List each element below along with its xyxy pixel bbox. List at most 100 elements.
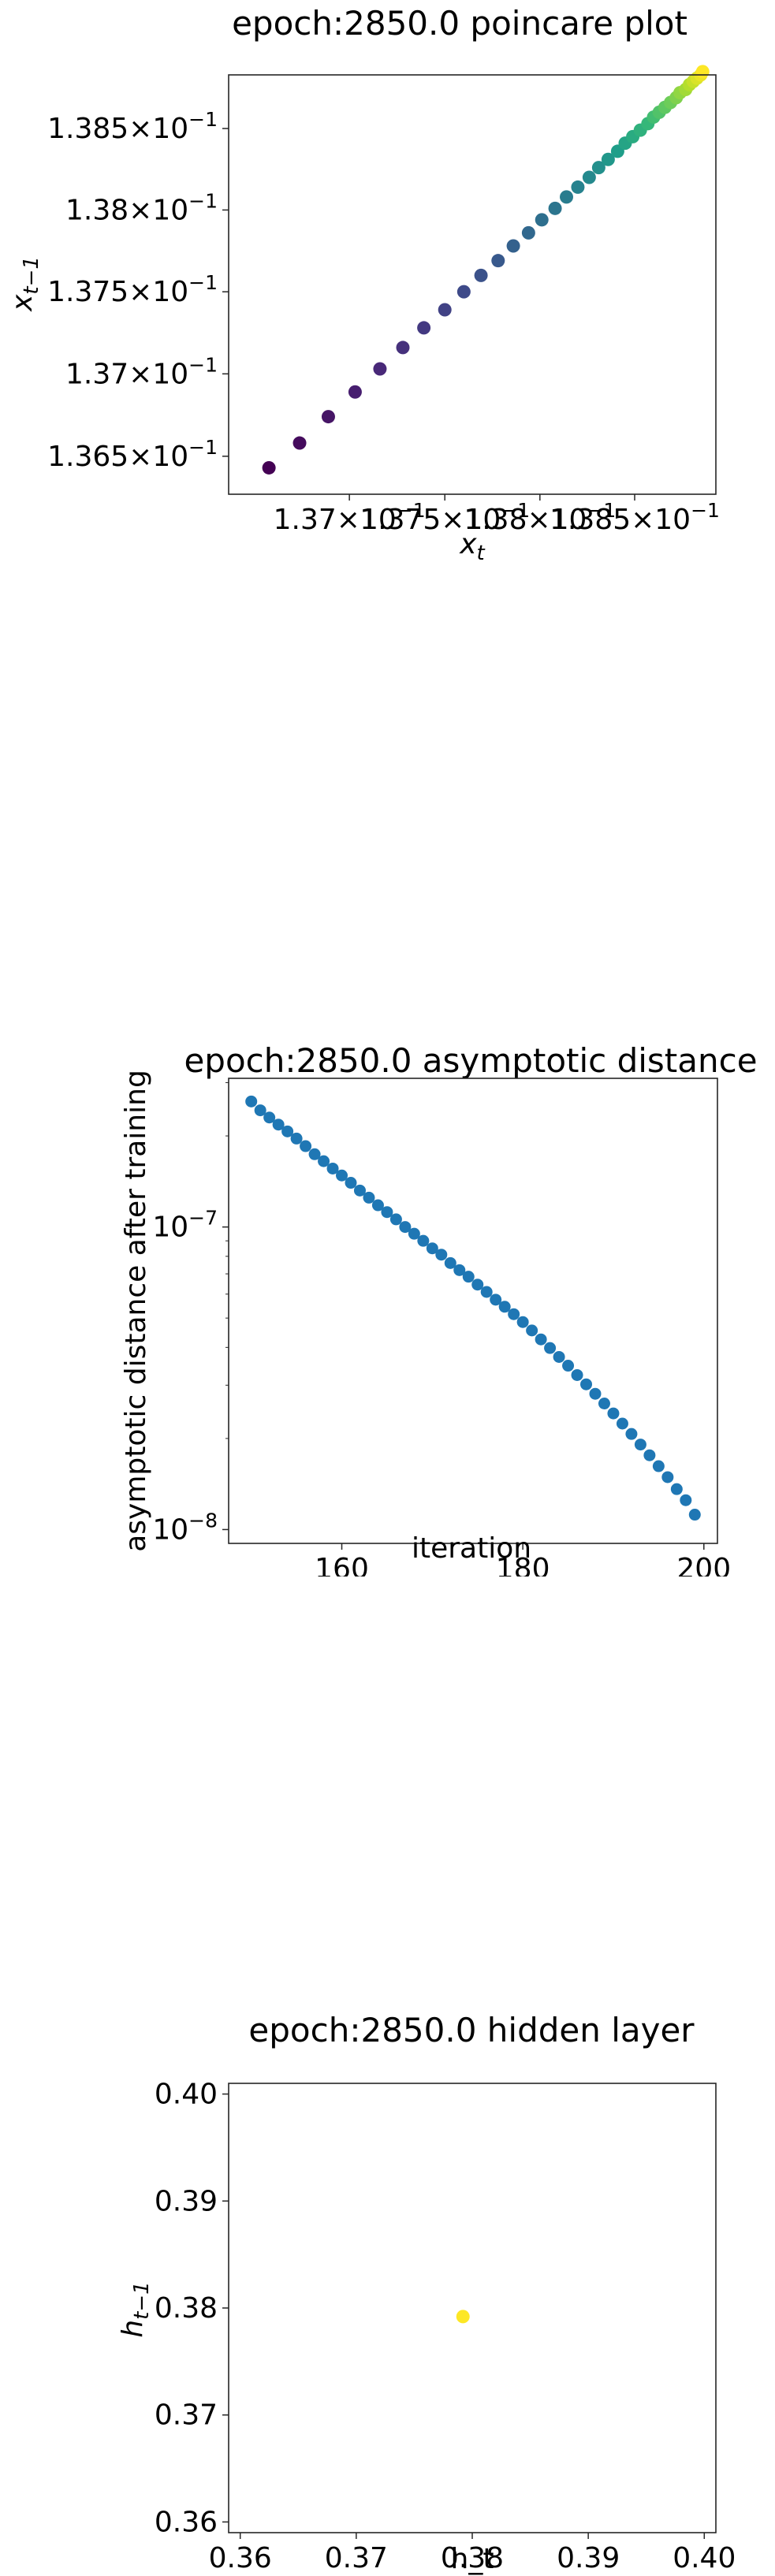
poincare-ylabel: xt−1	[6, 256, 43, 312]
distance-point	[426, 1242, 438, 1255]
hidden-x-tick-label: 0.36	[209, 2542, 272, 2574]
distance-point	[544, 1342, 557, 1354]
hidden-layer-chart: epoch:2850.0 hidden layer 0.36 0.37 0.38 0.…	[0, 2002, 775, 2576]
distance-point	[643, 1449, 656, 1461]
distance-point	[453, 1264, 466, 1276]
poincare-point	[591, 161, 605, 175]
hidden-layer-xlabel: h_t	[451, 2543, 494, 2575]
distance-point	[634, 1439, 646, 1451]
poincare-point	[396, 341, 410, 355]
distance-point	[526, 1324, 538, 1337]
distance-point	[281, 1125, 294, 1137]
distance-point	[680, 1494, 692, 1506]
hidden-layer-plot-frame	[228, 2083, 717, 2533]
distance-point	[381, 1206, 393, 1219]
distance-point	[326, 1162, 339, 1174]
distance-point	[490, 1294, 502, 1306]
asymptotic-title: epoch:2850.0 asymptotic distance	[184, 1041, 757, 1080]
poincare-title: epoch:2850.0 poincare plot	[232, 4, 687, 43]
hidden-y-tick-label: 0.40	[155, 2079, 218, 2111]
poincare-point	[695, 65, 710, 79]
distance-point	[571, 1368, 583, 1381]
distance-point	[290, 1132, 303, 1145]
distance-point	[263, 1111, 276, 1124]
distance-point	[598, 1398, 610, 1410]
hidden-x-tick-label: 0.39	[557, 2542, 620, 2574]
distance-point	[435, 1249, 448, 1261]
distance-point	[553, 1350, 565, 1363]
distance-point	[471, 1279, 484, 1291]
poincare-svg: epoch:2850.0 poincare plot 1.37×10−11.37…	[6, 4, 720, 565]
poincare-x-tick-label: 1.37×10−1	[274, 499, 426, 536]
poincare-point	[521, 225, 535, 240]
distance-point	[371, 1199, 384, 1212]
poincare-y-tick-label: 1.385×10−1	[47, 108, 218, 145]
poincare-point	[548, 201, 562, 215]
hidden-y-tick-label: 0.38	[155, 2292, 218, 2325]
distance-point	[300, 1140, 312, 1152]
asymptotic-distance-chart: epoch:2850.0 asymptotic distance 160 180 2…	[0, 1040, 775, 1576]
poincare-point	[582, 170, 596, 184]
distance-point	[589, 1387, 602, 1400]
distance-x-tick-label: 160	[315, 1553, 369, 1576]
poincare-point	[506, 239, 520, 253]
poincare-point	[417, 321, 431, 335]
distance-point	[535, 1333, 547, 1346]
distance-point	[562, 1360, 575, 1372]
poincare-point	[571, 180, 585, 194]
distance-point	[444, 1256, 456, 1269]
distance-point	[272, 1119, 285, 1131]
poincare-x-tick-label: 1.38×10−1	[464, 499, 616, 536]
distance-point	[408, 1227, 420, 1240]
distance-point	[508, 1308, 520, 1320]
distance-point	[661, 1471, 674, 1483]
poincare-y-tick-label: 1.375×10−1	[47, 271, 218, 308]
distance-y-tick-label: 10−7	[152, 1207, 218, 1244]
hidden-x-tick-label: 0.38	[441, 2542, 504, 2574]
distance-point	[318, 1155, 330, 1167]
poincare-y-tick-label: 1.37×10−1	[65, 353, 218, 390]
hidden-x-tick-label: 0.40	[673, 2542, 736, 2574]
distance-point	[254, 1104, 266, 1117]
hidden-y-tick-label: 0.39	[155, 2185, 218, 2217]
asymptotic-xlabel: iteration	[412, 1532, 531, 1565]
distance-point	[336, 1169, 348, 1182]
distance-x-tick-label: 200	[676, 1553, 731, 1576]
distance-point	[480, 1286, 493, 1298]
poincare-x-tick-label: 1.375×10−1	[360, 499, 530, 536]
poincare-point	[560, 190, 574, 204]
distance-y-tick-label: 10−8	[152, 1509, 218, 1546]
poincare-y-tick-label: 1.365×10−1	[47, 436, 218, 473]
distance-point	[688, 1509, 701, 1521]
poincare-y-tick-label: 1.38×10−1	[65, 189, 218, 226]
distance-point	[399, 1221, 412, 1234]
distance-point	[345, 1177, 357, 1189]
poincare-point	[262, 460, 276, 475]
poincare-point	[321, 410, 335, 424]
distance-point	[498, 1301, 511, 1313]
distance-x-tick-label: 180	[496, 1553, 550, 1576]
poincare-point	[373, 362, 387, 376]
asymptotic-svg: epoch:2850.0 asymptotic distance 160 180 2…	[120, 1041, 758, 1576]
poincare-point	[438, 303, 452, 317]
poincare-point	[535, 213, 549, 227]
hidden-layer-point	[456, 2310, 470, 2324]
poincare-point	[292, 436, 307, 450]
distance-point	[353, 1184, 366, 1197]
poincare-point	[474, 268, 488, 282]
poincare-point	[456, 285, 471, 299]
poincare-point	[601, 152, 615, 166]
poincare-x-tick-label: 1.385×10−1	[550, 499, 720, 536]
distance-point	[462, 1271, 475, 1283]
hidden-layer-svg: epoch:2850.0 hidden layer 0.36 0.37 0.38 0.…	[117, 2011, 736, 2575]
distance-point	[245, 1095, 258, 1107]
distance-point	[308, 1148, 321, 1160]
distance-point	[670, 1483, 683, 1495]
distance-point	[607, 1407, 620, 1420]
hidden-y-tick-label: 0.37	[155, 2399, 218, 2432]
hidden-x-tick-label: 0.37	[325, 2542, 388, 2574]
hidden-layer-title: epoch:2850.0 hidden layer	[248, 2011, 695, 2049]
distance-point	[652, 1460, 665, 1472]
distance-point	[516, 1316, 529, 1328]
poincare-plot-frame	[228, 74, 717, 495]
